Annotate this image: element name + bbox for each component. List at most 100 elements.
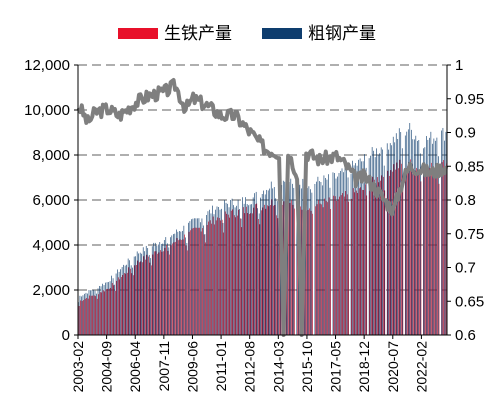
bar-crude-steel-30 (123, 264, 124, 335)
bar-pig-iron-213 (399, 159, 401, 335)
bar-crude-steel-186 (358, 159, 359, 335)
bar-pig-iron-55 (161, 251, 163, 335)
bar-pig-iron-60 (169, 254, 170, 335)
bar-crude-steel-152 (307, 188, 308, 335)
bar-pig-iron-109 (242, 207, 244, 335)
bar-crude-steel-174 (340, 170, 341, 335)
x-tick-label-11: 2020-07 (385, 341, 401, 393)
bar-crude-steel-46 (147, 248, 149, 335)
bar-pig-iron-93 (218, 217, 220, 335)
bar-pig-iron-101 (230, 210, 232, 335)
bar-pig-iron-234 (431, 162, 432, 335)
bar-pig-iron-92 (217, 217, 218, 335)
bar-crude-steel-109 (242, 197, 243, 335)
bar-crude-steel-193 (368, 158, 370, 335)
bar-crude-steel-66 (177, 231, 179, 335)
bar-crude-steel-215 (401, 148, 403, 335)
y-left-tick-label-5: 10,000 (24, 102, 70, 119)
bar-crude-steel-190 (364, 154, 365, 335)
bar-crude-steel-1 (79, 295, 81, 335)
bar-pig-iron-25 (116, 280, 118, 335)
bar-crude-steel-73 (188, 222, 189, 335)
y-right-tick-label-8: 1 (455, 57, 463, 74)
bar-crude-steel-224 (415, 135, 417, 335)
bar-crude-steel-112 (246, 204, 248, 335)
bar-crude-steel-242 (442, 127, 444, 335)
bar-pig-iron-158 (316, 204, 318, 335)
bar-crude-steel-92 (216, 206, 218, 335)
bar-crude-steel-31 (124, 265, 126, 335)
bar-crude-steel-27 (118, 271, 120, 335)
bar-crude-steel-85 (206, 215, 207, 335)
bar-pig-iron-38 (135, 264, 137, 335)
bar-crude-steel-132 (276, 201, 278, 335)
bar-pig-iron-19 (107, 288, 109, 335)
bar-crude-steel-196 (373, 150, 374, 335)
bar-crude-steel-153 (308, 186, 310, 335)
bar-pig-iron-22 (111, 283, 113, 335)
bar-pig-iron-37 (134, 265, 136, 335)
bar-crude-steel-68 (180, 231, 182, 335)
bar-pig-iron-220 (410, 159, 411, 335)
bar-crude-steel-14 (99, 285, 100, 335)
bar-pig-iron-132 (277, 218, 279, 335)
x-tick-label-0: 2003-02 (70, 341, 86, 393)
x-tick-label-3: 2007-11 (156, 341, 172, 392)
bar-pig-iron-44 (145, 259, 146, 335)
bar-crude-steel-12 (96, 293, 97, 335)
bar-pig-iron-161 (321, 204, 322, 335)
bar-crude-steel-181 (350, 173, 352, 335)
bar-crude-steel-42 (141, 253, 143, 335)
bar-crude-steel-69 (182, 230, 183, 335)
bar-crude-steel-62 (171, 235, 173, 335)
bar-crude-steel-100 (228, 207, 230, 335)
bar-crude-steel-28 (120, 269, 121, 335)
bar-crude-steel-160 (319, 181, 320, 335)
bar-crude-steel-208 (391, 145, 393, 335)
bar-crude-steel-235 (432, 143, 433, 335)
bar-crude-steel-243 (444, 140, 445, 335)
bar-pig-iron-197 (375, 184, 377, 335)
bar-pig-iron-47 (149, 262, 151, 335)
bar-pig-iron-200 (379, 180, 381, 335)
bar-crude-steel-145 (296, 180, 298, 335)
bar-crude-steel-26 (117, 269, 118, 335)
bar-crude-steel-114 (249, 204, 251, 335)
legend-label-1: 生铁产量 (164, 24, 232, 43)
bar-pig-iron-155 (312, 213, 313, 335)
bar-crude-steel-91 (215, 209, 216, 335)
bar-pig-iron-80 (199, 227, 200, 335)
bar-crude-steel-201 (380, 147, 382, 335)
bar-pig-iron-28 (120, 276, 122, 335)
bar-pig-iron-58 (166, 245, 167, 335)
bar-pig-iron-126 (268, 206, 270, 335)
bar-crude-steel-188 (361, 161, 362, 335)
bar-crude-steel-229 (423, 148, 424, 335)
bar-pig-iron-202 (382, 176, 384, 335)
bar-pig-iron-176 (343, 196, 345, 335)
bar-crude-steel-40 (138, 253, 139, 335)
bar-crude-steel-154 (310, 189, 311, 335)
bars (78, 123, 447, 335)
bar-pig-iron-121 (260, 210, 262, 335)
bar-crude-steel-54 (159, 242, 161, 335)
bar-pig-iron-65 (176, 238, 178, 335)
bar-crude-steel-3 (82, 295, 84, 335)
bar-crude-steel-67 (179, 231, 180, 335)
bar-crude-steel-209 (392, 136, 394, 335)
bar-crude-steel-105 (236, 205, 237, 335)
bar-pig-iron-120 (259, 224, 261, 335)
bar-crude-steel-90 (213, 214, 215, 335)
bar-pig-iron-85 (206, 224, 208, 335)
y-left-tick-label-0: 0 (62, 327, 70, 344)
bar-pig-iron-193 (369, 186, 371, 335)
bar-crude-steel-206 (388, 149, 390, 335)
bar-pig-iron-226 (419, 170, 420, 335)
bar-crude-steel-49 (151, 246, 153, 335)
bar-pig-iron-187 (360, 187, 362, 335)
bar-pig-iron-100 (229, 217, 230, 335)
legend-label-2: 粗钢产量 (308, 24, 376, 43)
bar-pig-iron-122 (262, 207, 264, 335)
bar-pig-iron-103 (233, 215, 235, 335)
